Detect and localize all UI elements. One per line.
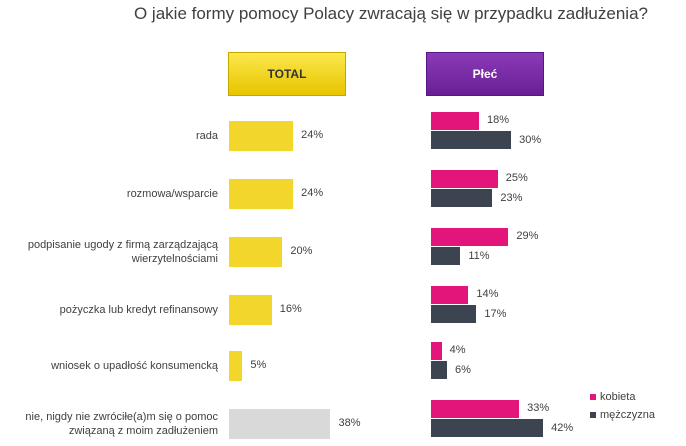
total-value-label: 24% [301, 129, 324, 141]
category-label: nie, nigdy nie zwróciłe(a)m się o pomoc z… [25, 411, 218, 437]
mezczyzna-bar [431, 189, 493, 207]
total-value-label: 24% [301, 187, 324, 199]
kobieta-value-label: 18% [487, 114, 510, 126]
gender-header: Płeć [426, 52, 544, 96]
legend-item-mezczyzna: mężczyzna [590, 409, 655, 421]
mezczyzna-bar [431, 305, 477, 323]
legend-swatch-mezczyzna [590, 412, 596, 418]
mezczyzna-bar [431, 131, 512, 149]
total-bar [229, 409, 331, 439]
kobieta-bar [431, 228, 509, 246]
kobieta-bar [431, 286, 469, 304]
total-bar [229, 121, 294, 151]
mezczyzna-value-label: 23% [500, 192, 523, 204]
category-label: rozmowa/wsparcie [126, 188, 218, 200]
kobieta-value-label: 29% [516, 230, 539, 242]
category-label: pożyczka lub kredyt refinansowy [59, 304, 218, 316]
category-label: rada [195, 130, 218, 142]
kobieta-bar [431, 342, 442, 360]
legend-label-mezczyzna: mężczyzna [600, 409, 656, 421]
total-bar [229, 295, 272, 325]
mezczyzna-bar [431, 247, 461, 265]
mezczyzna-value-label: 6% [455, 364, 471, 376]
mezczyzna-value-label: 42% [551, 422, 574, 434]
legend-swatch-kobieta [590, 394, 596, 400]
category-label: wniosek o upadłość konsumencką [51, 360, 218, 372]
total-header: TOTAL [228, 52, 346, 96]
kobieta-bar [431, 170, 498, 188]
total-bar [229, 351, 243, 381]
total-value-label: 38% [338, 417, 361, 429]
total-bar [229, 179, 294, 209]
mezczyzna-value-label: 11% [468, 250, 490, 262]
total-value-label: 5% [250, 359, 267, 371]
kobieta-bar [431, 112, 480, 130]
kobieta-bar [431, 400, 520, 418]
kobieta-value-label: 25% [505, 172, 528, 184]
total-value-label: 16% [279, 303, 302, 315]
chart-title: O jakie formy pomocy Polacy zwracają się… [133, 4, 648, 23]
legend-item-kobieta: kobieta [590, 391, 635, 403]
legend-label-kobieta: kobieta [600, 391, 636, 403]
total-value-label: 20% [290, 245, 313, 257]
kobieta-value-label: 33% [527, 402, 550, 414]
mezczyzna-bar [431, 419, 544, 437]
kobieta-value-label: 14% [476, 288, 499, 300]
mezczyzna-value-label: 17% [484, 308, 507, 320]
mezczyzna-bar [431, 361, 448, 379]
category-label: podpisanie ugody z firmą zarządzającą wie… [27, 239, 218, 265]
kobieta-value-label: 4% [449, 344, 466, 356]
mezczyzna-value-label: 30% [519, 134, 542, 146]
total-bar [229, 237, 283, 267]
